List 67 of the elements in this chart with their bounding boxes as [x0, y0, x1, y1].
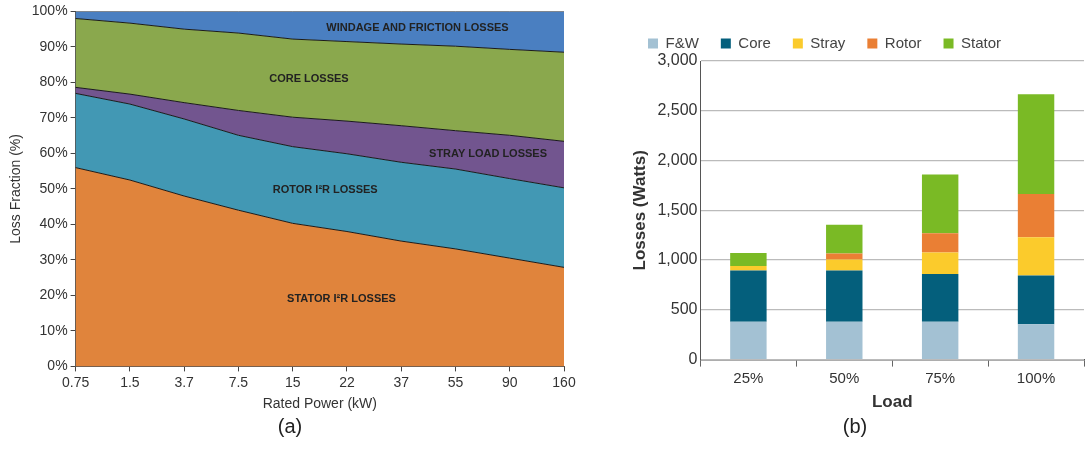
y-tick-label: 1,000 [657, 250, 698, 268]
y-tick-label: 30% [39, 250, 68, 267]
bar [730, 266, 767, 271]
x-axis-title: Load [871, 392, 913, 412]
bar [921, 252, 959, 274]
x-tick-label: 7.5 [228, 373, 249, 390]
bar [730, 253, 767, 267]
bar [921, 233, 959, 253]
series-label: ROTOR I²R LOSSES [272, 182, 378, 195]
x-tick-label: 50% [829, 368, 860, 386]
series-label: STRAY LOAD LOSSES [429, 147, 548, 160]
bar [730, 270, 767, 322]
y-tick-label: 20% [39, 286, 68, 303]
legend-label: Rotor [884, 33, 922, 51]
y-tick-label: 3,000 [657, 51, 698, 69]
legend-label: Stray [810, 33, 846, 51]
y-tick-label: 100% [31, 2, 68, 19]
y-axis-title: Loss Fraction (%) [7, 134, 24, 244]
x-tick-label: 1.5 [120, 373, 140, 390]
x-tick-label: 90 [501, 373, 518, 390]
bar [921, 321, 959, 359]
y-tick-label: 40% [39, 215, 68, 232]
text: (a) [276, 415, 304, 438]
x-tick-label: 3.7 [174, 373, 195, 390]
bar [826, 259, 863, 271]
bar [826, 270, 863, 322]
bar [826, 253, 863, 260]
x-tick-label: 160 [552, 373, 576, 390]
y-tick-label: 10% [39, 321, 68, 338]
bar [921, 174, 959, 234]
y-axis-title: Losses (Watts) [629, 150, 649, 271]
bar [1017, 237, 1055, 276]
x-tick-label: 22 [339, 373, 355, 390]
y-tick-label: 60% [39, 144, 68, 161]
legend-label: Core [738, 33, 771, 51]
y-tick-label: 80% [39, 73, 68, 90]
bar [1017, 193, 1055, 238]
x-tick-label: 100% [1016, 368, 1056, 386]
bar [730, 321, 767, 359]
x-tick-label: 75% [925, 368, 956, 386]
legend-label: F&W [665, 33, 700, 51]
text: (b) [841, 415, 869, 438]
series-label: CORE LOSSES [269, 72, 349, 85]
y-tick-label: 0% [47, 357, 68, 374]
x-tick-label: 55 [447, 373, 464, 390]
y-tick-label: 2,500 [657, 101, 698, 119]
legend-label: Stator [961, 33, 1002, 51]
y-tick-label: 0 [688, 350, 698, 368]
y-tick-label: 500 [670, 300, 698, 318]
bar [921, 274, 959, 322]
series-label: WINDAGE AND FRICTION LOSSES [326, 21, 509, 34]
bar [826, 321, 863, 359]
y-tick-label: 90% [39, 37, 68, 54]
x-tick-label: 0.75 [61, 373, 90, 390]
x-tick-label: 25% [733, 368, 764, 386]
x-tick-label: 37 [393, 373, 410, 390]
series-label: STATOR I²R LOSSES [287, 291, 396, 304]
bar [1017, 324, 1055, 359]
bar [1017, 94, 1055, 194]
x-tick-label: 15 [284, 373, 301, 390]
y-tick-label: 70% [39, 108, 68, 125]
x-axis-title: Rated Power (kW) [262, 395, 377, 412]
bar [1017, 275, 1055, 325]
bar [826, 224, 863, 254]
y-tick-label: 50% [39, 179, 68, 196]
y-tick-label: 1,500 [657, 200, 698, 218]
y-tick-label: 2,000 [657, 150, 698, 168]
